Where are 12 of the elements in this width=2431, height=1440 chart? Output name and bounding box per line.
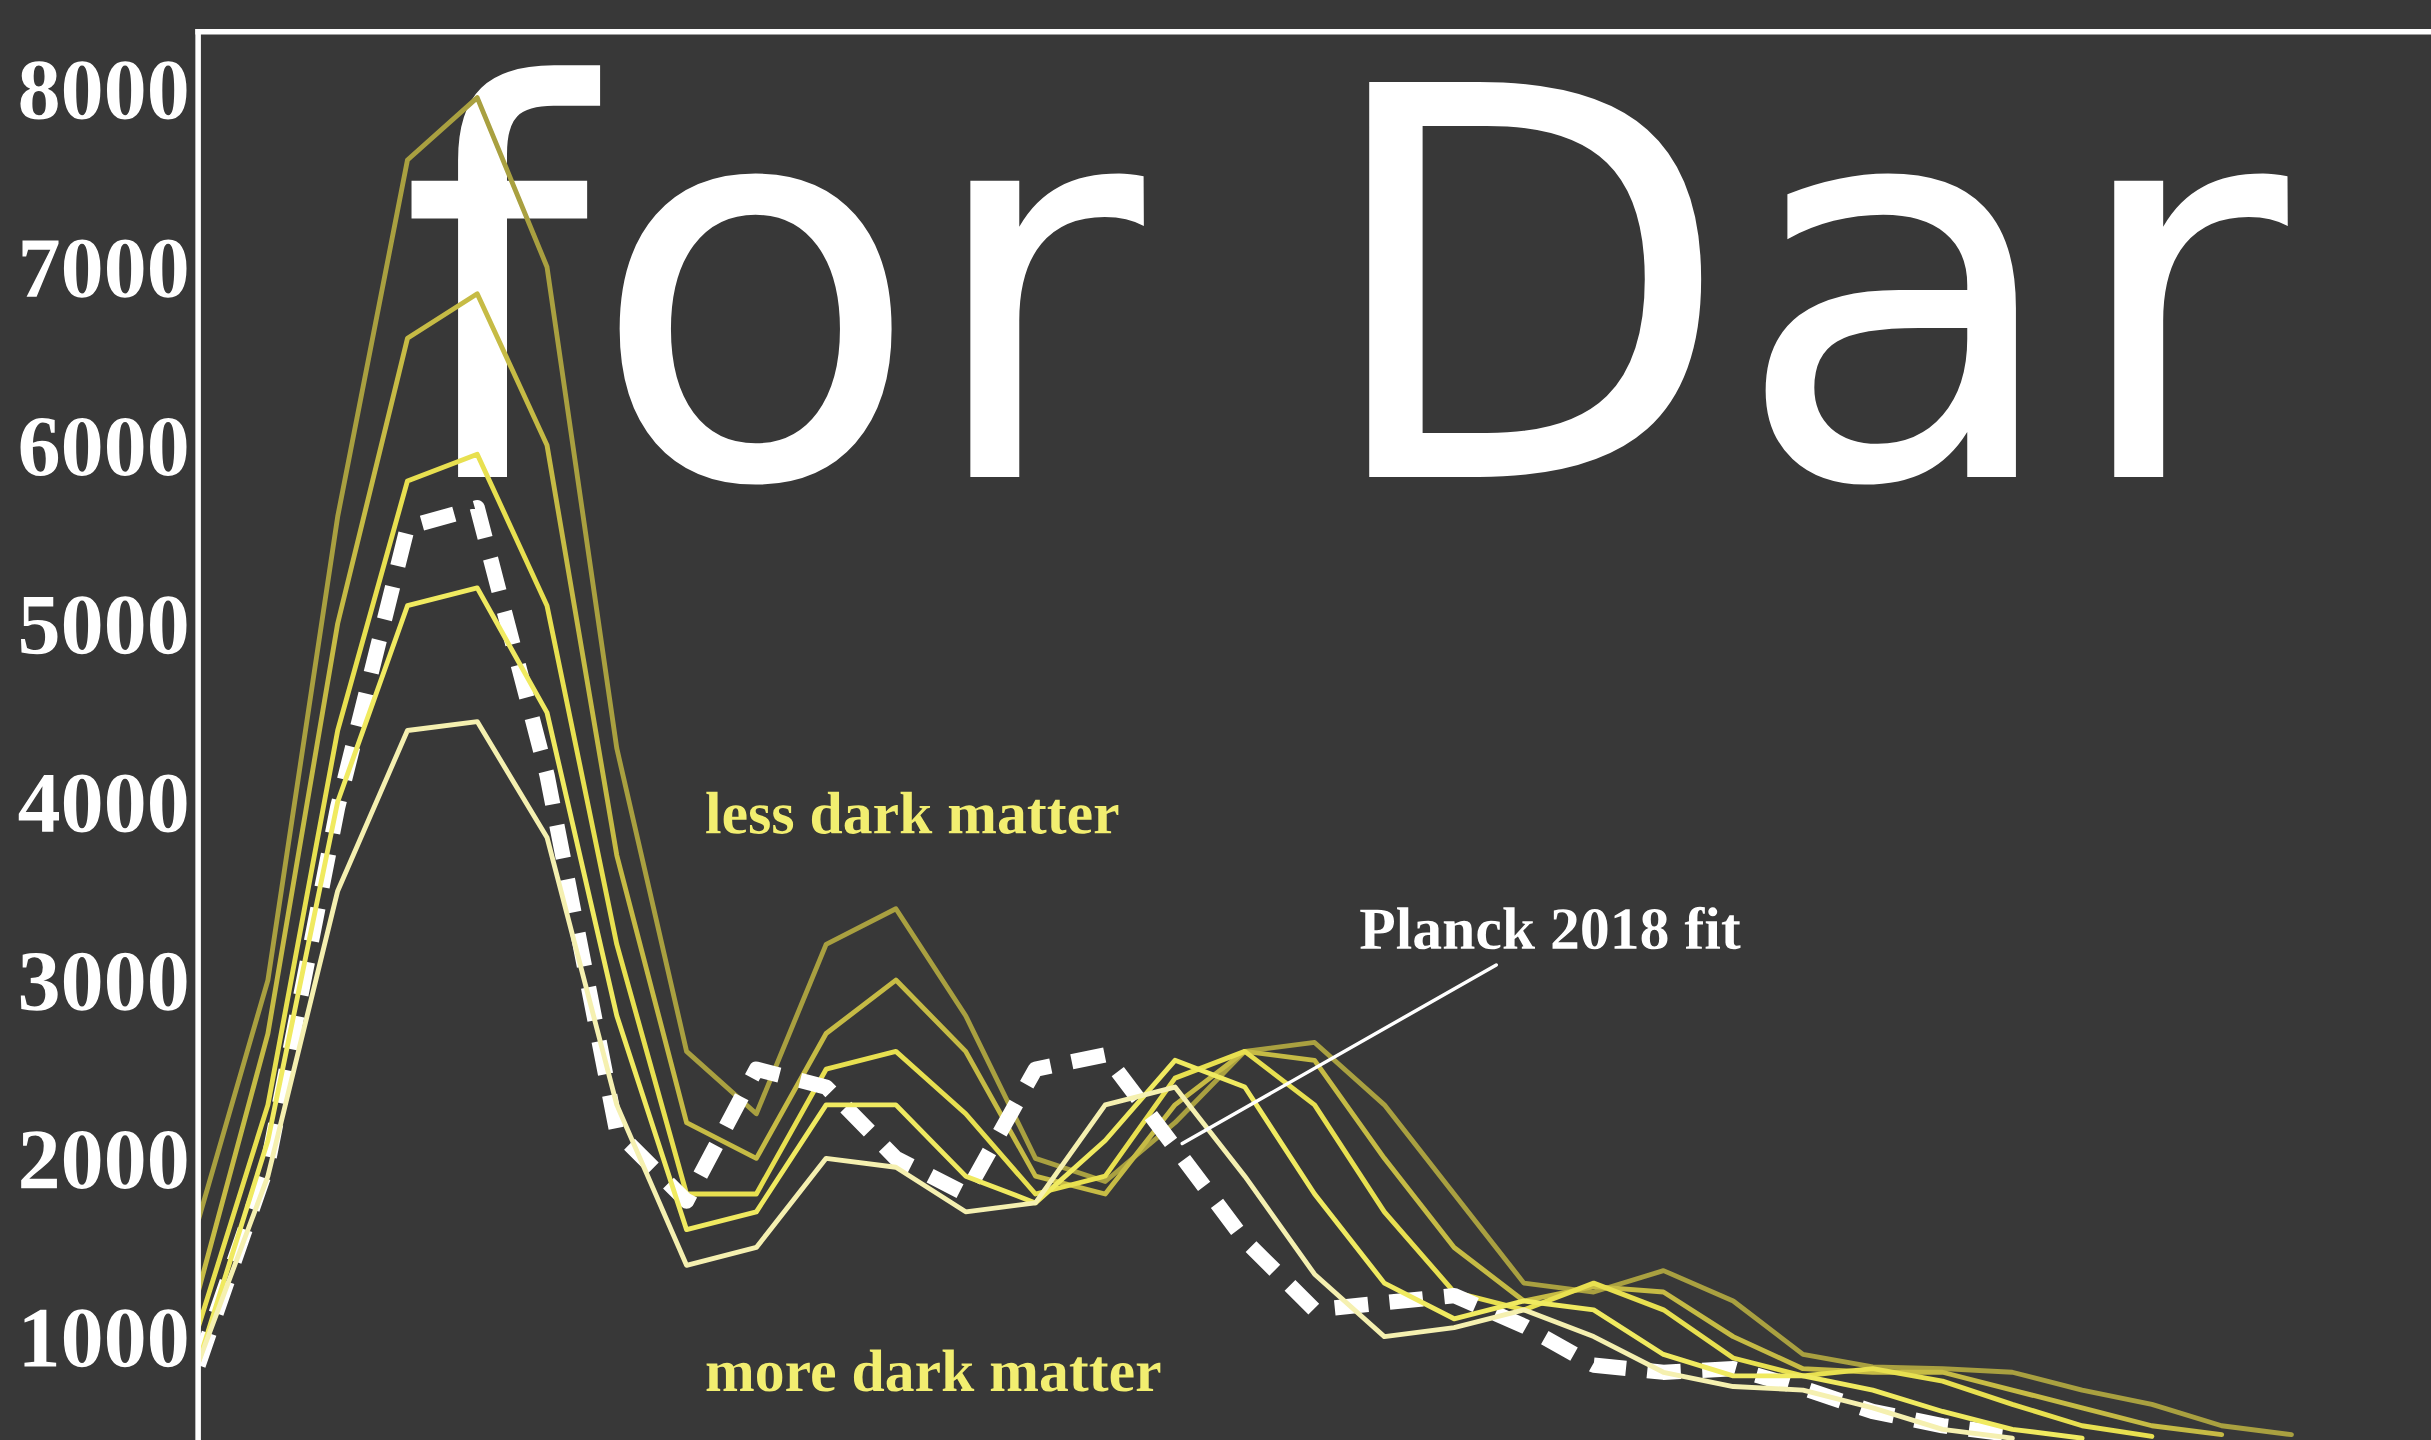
y-tick-label: 4000: [18, 774, 187, 833]
y-tick-label: 6000: [20, 417, 187, 476]
y-tick-label: 3000: [20, 952, 187, 1011]
y-tick-label: 2000: [21, 1130, 187, 1190]
y-tick-label: 1000: [24, 1309, 187, 1368]
annotation: less dark matter: [706, 791, 1119, 834]
line-series: [198, 719, 2015, 1440]
annotation: more dark matter: [706, 1349, 1161, 1392]
y-tick-label: 7000: [22, 239, 187, 298]
text: Planck 2018 fit: [1360, 906, 1741, 950]
y-tick-label: 8000: [20, 61, 187, 120]
y-tick-label: 5000: [21, 596, 187, 655]
